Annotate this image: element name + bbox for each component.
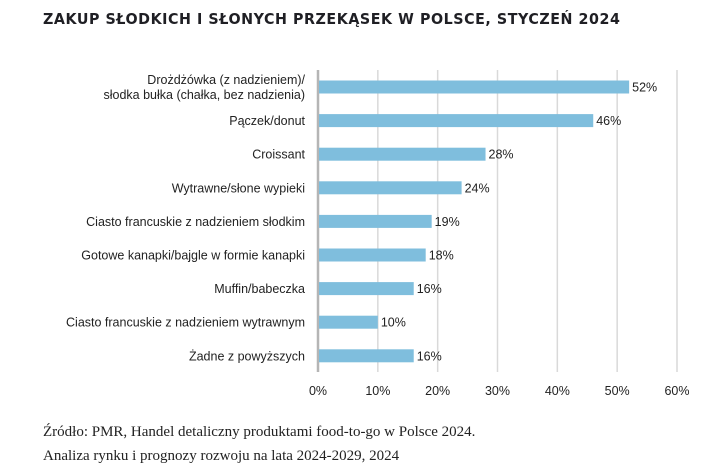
category-label: Wytrawne/słone wypieki (172, 181, 305, 195)
x-tick-label: 20% (425, 384, 450, 398)
bar-chart: 0% 10% 20% 30% 40% 50% 60% 52% Drożdżówka (z nad… (66, 70, 690, 398)
category-label: Ciasto francuskie z nadzieniem wytrawnym (66, 316, 305, 330)
data-label: 28% (489, 148, 514, 162)
bar (319, 80, 630, 94)
chart-title: ZAKUP SŁODKICH I SŁONYCH PRZEKĄSEK W POL… (43, 10, 621, 28)
data-label: 16% (417, 349, 442, 363)
x-tick-label: 50% (605, 384, 630, 398)
data-label: 19% (435, 215, 460, 229)
data-label: 46% (596, 114, 621, 128)
data-label: 18% (429, 249, 454, 263)
category-label: słodka bułka (chałka, bez nadzienia) (103, 88, 305, 102)
bar (319, 248, 426, 262)
bar (319, 214, 432, 228)
x-tick-label: 30% (485, 384, 510, 398)
category-label: Gotowe kanapki/bajgle w formie kanapki (81, 249, 305, 263)
bar (319, 315, 378, 329)
category-label: Pączek/donut (229, 114, 305, 128)
x-tick-label: 0% (309, 384, 327, 398)
source-line-1: Źródło: PMR, Handel detaliczny produktam… (43, 424, 476, 440)
source-line-2: Analiza rynku i prognozy rozwoju na lata… (43, 448, 400, 464)
category-label: Croissant (252, 148, 305, 162)
data-label: 10% (381, 316, 406, 330)
category-label: Ciasto francuskie z nadzieniem słodkim (86, 215, 305, 229)
x-tick-label: 10% (365, 384, 390, 398)
category-label: Żadne z powyższych (189, 349, 305, 363)
category-label: Drożdżówka (z nadzieniem)/ (147, 73, 305, 87)
x-tick-label: 40% (545, 384, 570, 398)
bar (319, 349, 414, 363)
bar (319, 114, 594, 128)
bar (319, 282, 414, 296)
bar (319, 181, 462, 195)
data-label: 52% (632, 81, 657, 95)
data-label: 24% (465, 181, 490, 195)
data-label: 16% (417, 282, 442, 296)
bar (319, 147, 486, 161)
x-tick-label: 60% (664, 384, 689, 398)
category-label: Muffin/babeczka (214, 282, 305, 296)
